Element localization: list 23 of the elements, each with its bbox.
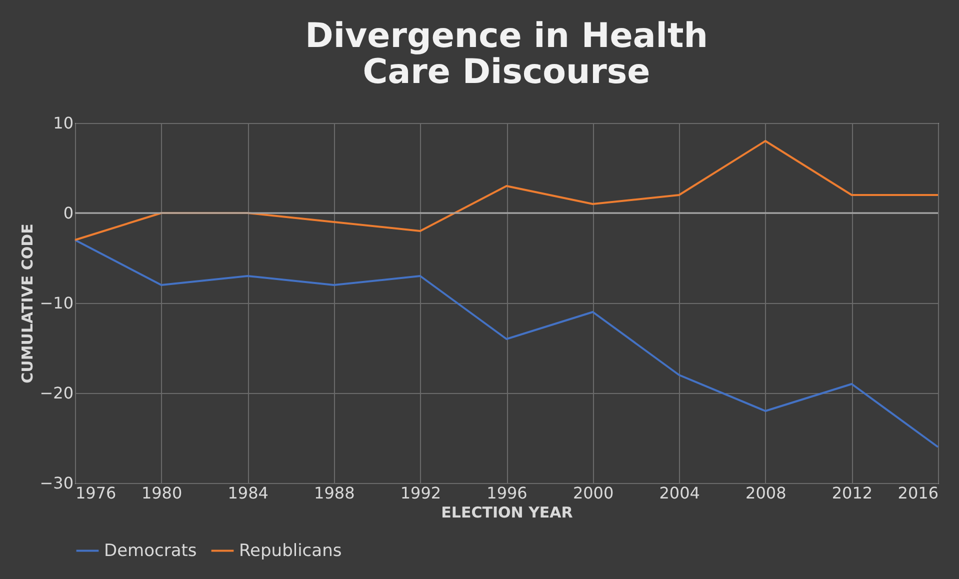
x-tick-label: 1996 [486, 484, 528, 502]
line-series [74, 239, 939, 448]
y-tick-label: −30 [40, 474, 74, 492]
x-axis-title: ELECTION YEAR [441, 504, 574, 522]
x-tick-label: 2012 [832, 484, 873, 502]
x-tick-label: 1992 [400, 484, 442, 502]
y-tick-label: 0 [63, 204, 74, 222]
y-axis-title: CUMULATIVE CODE [18, 224, 37, 384]
legend-label: Democrats [104, 540, 197, 561]
x-tick-label: 2016 [898, 484, 938, 502]
x-tick-label: 2000 [572, 484, 614, 502]
x-tick-label: 1976 [76, 484, 116, 502]
x-tick-label: 1984 [228, 484, 268, 502]
x-tick-label: 2008 [746, 484, 786, 502]
x-tick-label: 1980 [141, 484, 182, 502]
y-tick-label: −10 [40, 294, 74, 312]
y-tick-label: −20 [40, 384, 74, 402]
line-series [74, 140, 939, 241]
chart-title: Divergence in Health Care Discourse [305, 16, 708, 92]
x-tick-label: 2004 [659, 484, 700, 502]
y-tick-label: 10 [53, 114, 74, 132]
legend-label: Republicans [239, 540, 342, 561]
x-tick-label: 1988 [314, 484, 355, 502]
